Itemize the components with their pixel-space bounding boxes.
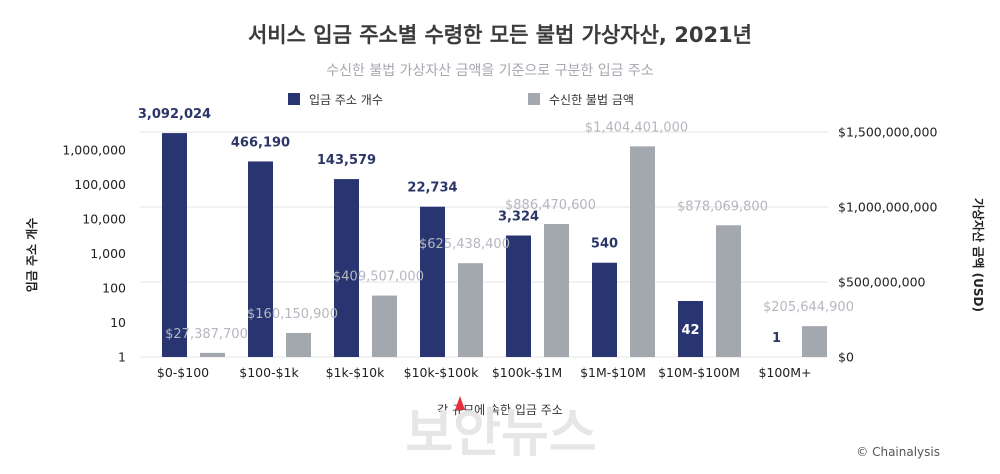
bar-amount [544,224,569,357]
bar-count [334,179,359,357]
bar-amount [458,263,483,357]
chart-title: 서비스 입금 주소별 수령한 모든 불법 가상자산, 2021년 [248,23,752,47]
y-left-tick-label: 1,000 [90,246,126,261]
bar-amount [286,332,311,357]
x-category-label: $100k-$1M [492,365,562,380]
data-label-count: 466,190 [231,135,290,150]
y-right-tick-label: $500,000,000 [838,275,926,290]
bar-count [420,206,445,357]
source-credit: © Chainalysis [856,445,940,459]
y-left-tick-label: 100 [102,281,126,296]
y-axis-right-title: 가상자산 금액 (USD) [971,198,986,312]
data-labels: 3,092,024 $27,387,700 466,190 $160,150,900 1… [138,107,854,346]
y-axis-right-ticks: $0 $500,000,000 $1,000,000,000 $1,500,000,0… [838,125,937,365]
bar-count [162,133,187,357]
red-cursor-arrow-icon [455,396,465,410]
x-category-label: $0-$100 [157,365,209,380]
data-label-count: 143,579 [317,153,376,168]
data-label-amount: $160,150,900 [247,307,338,322]
x-category-label: $10k-$100k [404,365,479,380]
watermark: 보안뉴스 [405,404,596,464]
x-category-label: $10M-$100M [658,365,740,380]
data-label-count: 3,324 [498,210,539,225]
y-right-tick-label: $0 [838,350,854,365]
bar-count [248,161,273,357]
y-left-tick-label: 1,000,000 [62,143,126,158]
data-label-count: 22,734 [407,181,457,196]
x-category-label: $100-$1k [239,365,299,380]
x-axis-title: 각 규모에 속한 입금 주소 [437,403,563,417]
y-right-tick-label: $1,000,000,000 [838,200,937,215]
x-category-label: $100M+ [758,365,811,380]
data-label-count: 42 [681,323,699,338]
legend-label-count: 입금 주소 개수 [309,93,383,107]
data-label-amount: $878,069,800 [677,199,768,214]
legend-label-amount: 수신한 불법 금액 [549,93,634,107]
bar-amount [372,295,397,357]
bar-count [506,235,531,357]
data-label-amount: $886,470,600 [505,198,596,213]
y-left-tick-label: 1 [118,350,126,365]
x-category-label: $1k-$10k [326,365,386,380]
y-right-tick-label: $1,500,000,000 [838,125,937,140]
bar-count [592,262,617,357]
data-label-count: 1 [772,331,781,346]
data-label-amount: $409,507,000 [333,270,424,285]
legend: 입금 주소 개수 수신한 불법 금액 [288,93,634,107]
data-label-amount: $1,404,401,000 [585,120,688,135]
chart-subtitle: 수신한 불법 가상자산 금액을 기준으로 구분한 입금 주소 [326,63,654,79]
y-left-tick-label: 10,000 [82,212,126,227]
x-category-label: $1M-$10M [580,365,646,380]
bar-amount [802,326,827,357]
x-axis-categories: $0-$100 $100-$1k $1k-$10k $10k-$100k $100k-$… [157,365,812,380]
y-axis-left-title: 입금 주소 개수 [25,218,39,293]
legend-swatch-amount [528,93,540,105]
data-label-amount: $205,644,900 [763,300,854,315]
data-label-count: 540 [591,237,618,252]
data-label-amount: $625,438,400 [419,237,510,252]
bar-amount [716,225,741,357]
y-left-tick-label: 10 [110,315,126,330]
bars [162,133,827,357]
y-left-tick-label: 100,000 [74,177,126,192]
bar-amount [630,146,655,357]
data-label-count: 3,092,024 [138,107,211,122]
legend-swatch-count [288,93,300,105]
bar-count [678,300,703,357]
bar-amount [200,352,225,357]
data-label-amount: $27,387,700 [165,327,248,342]
y-axis-left-ticks: 1 10 100 1,000 10,000 100,000 1,000,000 [62,143,126,365]
